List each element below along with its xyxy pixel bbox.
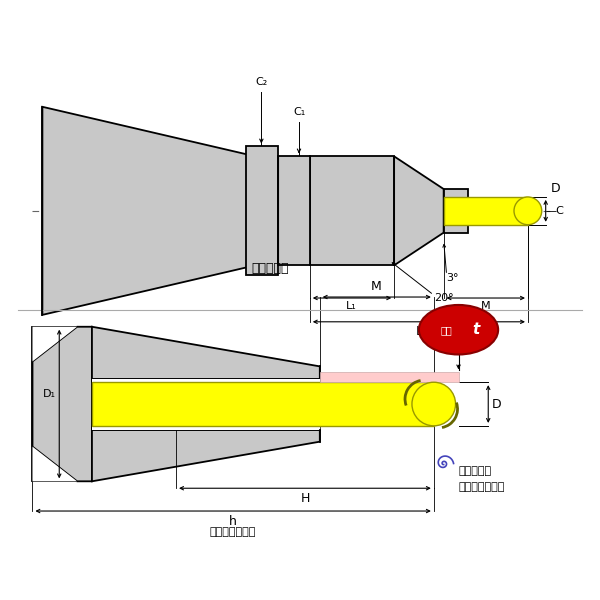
- Polygon shape: [92, 382, 434, 426]
- Polygon shape: [32, 327, 92, 481]
- Text: 工具最大挿入長: 工具最大挿入長: [209, 527, 256, 537]
- Text: 20°: 20°: [434, 293, 454, 303]
- Polygon shape: [320, 373, 458, 382]
- Polygon shape: [443, 197, 528, 225]
- Text: t: t: [473, 322, 480, 337]
- Polygon shape: [32, 446, 77, 481]
- Text: L: L: [415, 325, 422, 338]
- Text: D: D: [492, 398, 502, 410]
- Polygon shape: [245, 146, 278, 275]
- Text: h: h: [229, 515, 236, 528]
- Text: 加工有効長: 加工有効長: [251, 262, 289, 275]
- Polygon shape: [443, 189, 469, 233]
- Circle shape: [514, 197, 542, 225]
- Polygon shape: [92, 378, 320, 430]
- Text: M: M: [371, 280, 382, 293]
- Polygon shape: [43, 107, 256, 315]
- Polygon shape: [310, 157, 394, 265]
- Text: C₂: C₂: [255, 77, 268, 87]
- Text: （最低把持長）: （最低把持長）: [458, 482, 505, 492]
- Text: C₁: C₁: [293, 107, 305, 117]
- Polygon shape: [32, 327, 77, 361]
- Circle shape: [412, 382, 455, 426]
- Text: L₁: L₁: [346, 301, 357, 311]
- Text: —C: —C: [546, 206, 565, 216]
- Polygon shape: [278, 157, 310, 265]
- Polygon shape: [92, 327, 320, 481]
- Polygon shape: [32, 327, 92, 481]
- Text: M: M: [481, 301, 490, 311]
- Text: 肉厚: 肉厚: [441, 325, 452, 335]
- Text: D: D: [551, 182, 560, 195]
- Text: 3°: 3°: [446, 273, 459, 283]
- Ellipse shape: [419, 305, 498, 355]
- Text: つかみ長さ: つかみ長さ: [458, 466, 491, 476]
- Polygon shape: [394, 157, 443, 265]
- Text: D₁: D₁: [43, 389, 56, 399]
- Text: H: H: [300, 492, 310, 505]
